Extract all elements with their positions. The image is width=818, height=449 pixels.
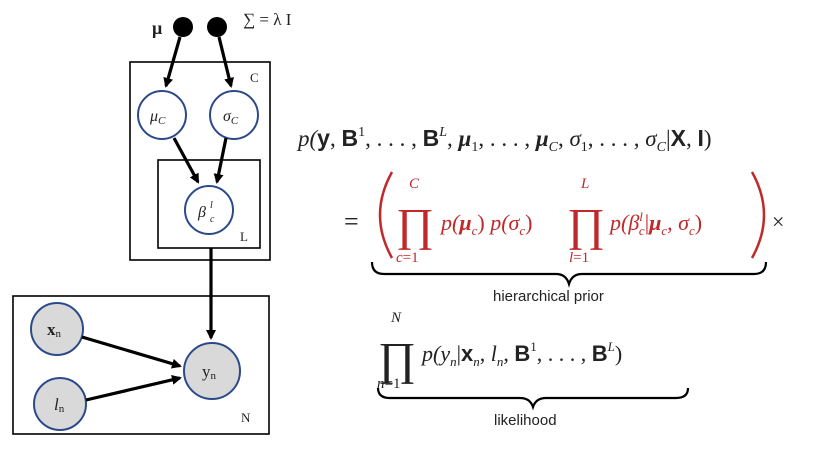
svg-text:β: β bbox=[197, 204, 206, 221]
edge-sigmac-to-beta bbox=[213, 137, 228, 184]
edge-x-to-y bbox=[81, 335, 182, 369]
mu-c-symbol: μ bbox=[149, 108, 158, 125]
times-sign: × bbox=[772, 209, 784, 234]
likelihood-underbrace bbox=[376, 387, 690, 411]
prior-term: C ∏ c=1 p(μc) p(σc) L ∏ l=1 p(βl c|μc, σc… bbox=[378, 171, 784, 266]
equation: p(y, B1, . . . , BL, μ1, . . . , μC, σ1,… bbox=[296, 125, 784, 429]
beta-superscript: l bbox=[210, 200, 213, 211]
svg-text:ln: ln bbox=[54, 395, 65, 415]
prior-factor-2: p(βl c|μc, σc) bbox=[608, 209, 702, 238]
y-symbol: y bbox=[202, 362, 211, 381]
svg-text:xn: xn bbox=[47, 320, 62, 340]
sigma-c-subscript: C bbox=[231, 115, 239, 127]
prior-prod1-lower: c=1 bbox=[396, 250, 419, 266]
likelihood-label: likelihood bbox=[494, 412, 557, 429]
plate-n: N bbox=[12, 295, 270, 435]
lik-prod-lower: n=1 bbox=[377, 376, 400, 392]
l-node: ln bbox=[33, 377, 87, 431]
lik-prod-upper: N bbox=[390, 310, 402, 326]
graphical-model: μ ∑ = λ I C L N μC bbox=[12, 10, 292, 435]
beta-symbol: β bbox=[197, 204, 206, 221]
prior-prod1-symbol: ∏ bbox=[396, 199, 434, 250]
svg-text:yn: yn bbox=[202, 362, 217, 382]
mu-hyper-label: μ bbox=[152, 18, 162, 38]
prior-label: hierarchical prior bbox=[493, 288, 604, 305]
prior-right-paren bbox=[750, 171, 766, 259]
lik-factor: p(yn|xn, ln, B1, . . . , BL) bbox=[420, 339, 622, 369]
x-subscript: n bbox=[56, 328, 62, 340]
plate-l: L bbox=[157, 159, 261, 249]
mu-hyper-node: μ bbox=[152, 17, 193, 38]
prior-prod2-upper: L bbox=[580, 176, 589, 192]
prior-underbrace bbox=[370, 261, 768, 288]
sigma-c-symbol: σ bbox=[223, 108, 232, 125]
sigma-hyper-label: ∑ = λ I bbox=[243, 10, 292, 29]
l-symbol: l bbox=[54, 395, 59, 414]
prior-left-paren bbox=[378, 171, 394, 259]
prior-prod1-upper: C bbox=[409, 176, 420, 192]
x-node: xn bbox=[30, 302, 84, 356]
svg-text:μC: μC bbox=[149, 108, 166, 127]
prior-prod2-symbol: ∏ bbox=[567, 199, 605, 250]
equals-sign: = bbox=[344, 207, 359, 236]
mu-c-node: μC bbox=[137, 90, 187, 140]
prior-factor-1: p(μc) p(σc) bbox=[439, 210, 532, 238]
mu-c-subscript: C bbox=[158, 115, 166, 127]
equation-lhs: p(y, B1, . . . , BL, μ1, . . . , μC, σ1,… bbox=[296, 125, 712, 155]
edge-muc-to-beta bbox=[172, 137, 200, 184]
x-symbol: x bbox=[47, 320, 56, 339]
plate-l-label: L bbox=[240, 229, 248, 244]
y-subscript: n bbox=[211, 370, 217, 382]
svg-text:σC: σC bbox=[223, 108, 239, 127]
l-subscript: n bbox=[59, 403, 65, 415]
likelihood-term: N ∏ n=1 p(yn|xn, ln, B1, . . . , BL) bbox=[377, 310, 622, 392]
plate-c: C bbox=[129, 61, 271, 261]
edge-sigma-to-sigmac bbox=[217, 36, 234, 88]
sigma-c-node: σC bbox=[209, 90, 259, 140]
edges bbox=[81, 36, 234, 402]
plate-n-label: N bbox=[241, 410, 251, 425]
plate-c-label: C bbox=[250, 70, 259, 85]
lik-prod-symbol: ∏ bbox=[378, 333, 416, 384]
prior-prod2-lower: l=1 bbox=[569, 250, 589, 266]
y-node: yn bbox=[183, 342, 241, 400]
beta-subscript: c bbox=[210, 214, 215, 225]
beta-node: β l c bbox=[184, 185, 234, 235]
sigma-hyper-node: ∑ = λ I bbox=[207, 10, 292, 37]
edge-mu-to-muc bbox=[163, 36, 182, 88]
edge-l-to-y bbox=[85, 374, 182, 402]
